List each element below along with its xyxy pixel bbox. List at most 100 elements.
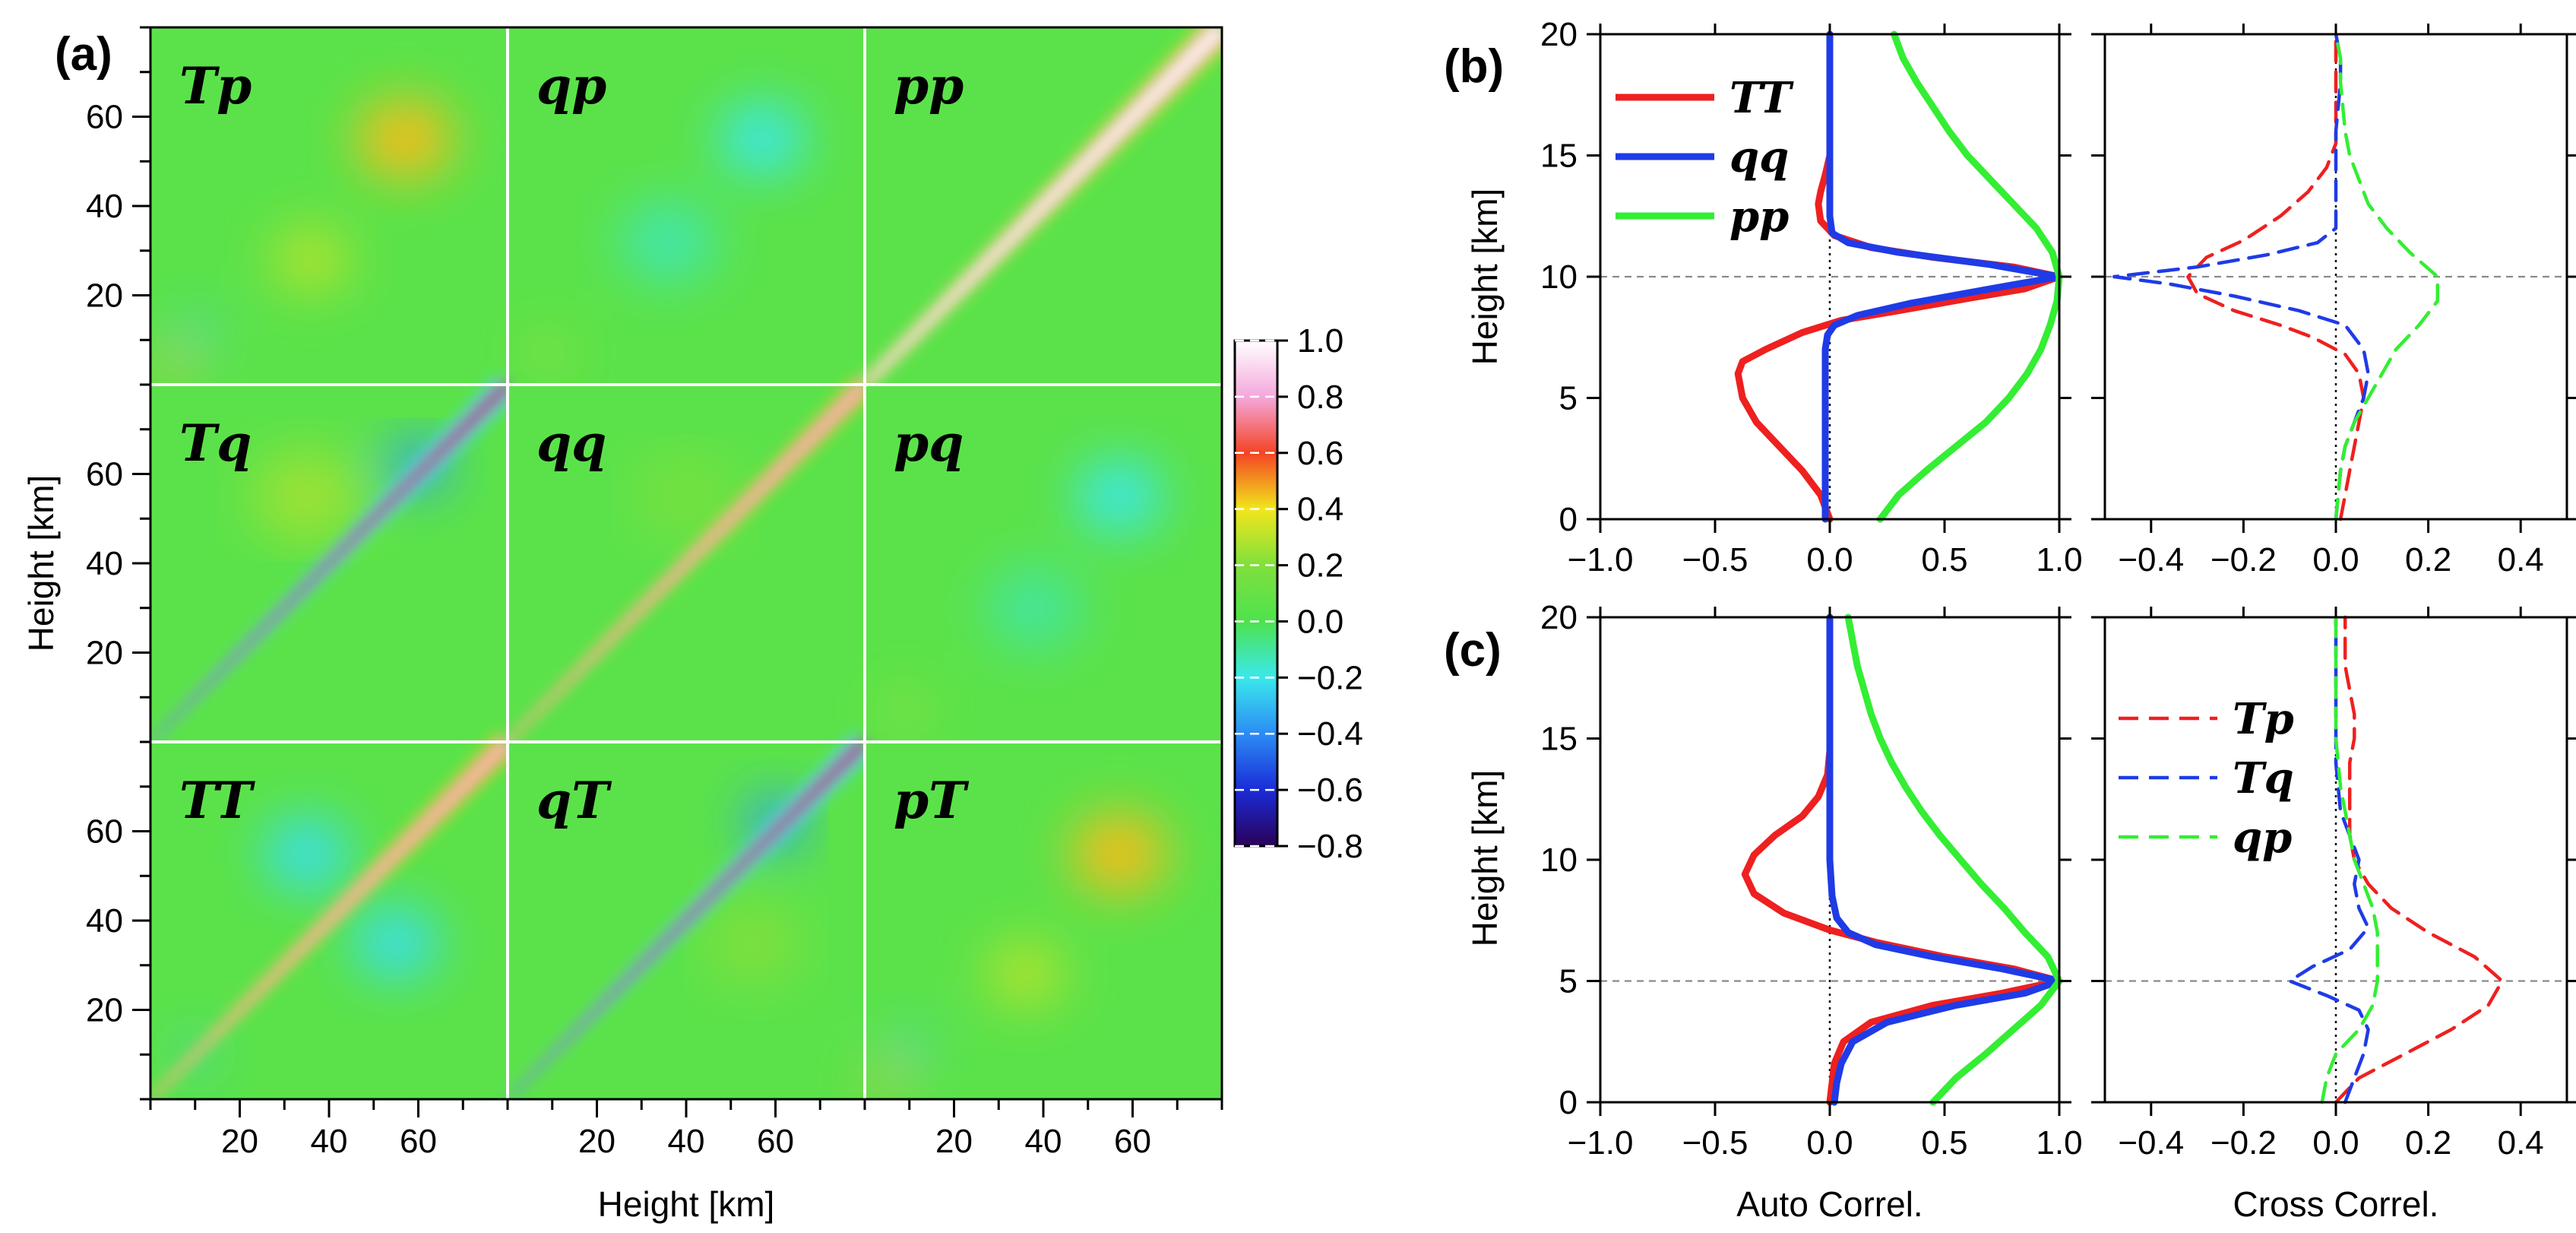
panel-c-ylabel: Height [km] — [1465, 770, 1505, 947]
colorbar-tick-label: 0.4 — [1297, 491, 1343, 528]
y-tick-label: 15 — [1540, 138, 1578, 175]
heatmap-cell-label-pp: pp — [894, 56, 964, 116]
series-line-pp — [1844, 613, 2063, 1106]
y-tick-label: 0 — [1559, 1084, 1578, 1121]
heatmap-x-tick-label: 20 — [221, 1123, 258, 1160]
legend-label-Tq: Tq — [2233, 753, 2294, 804]
panel-c-tag: (c) — [1444, 624, 1502, 677]
heatmap-cell-pq: pq — [865, 385, 1222, 742]
y-tick-label: 15 — [1540, 721, 1578, 758]
heatmap-x-tick-label: 40 — [311, 1123, 348, 1160]
x-tick-label: 0.4 — [2498, 1124, 2544, 1162]
x-tick-label: 0.0 — [1806, 1124, 1853, 1162]
y-tick-label: 0 — [1559, 501, 1578, 538]
panel-c-cross-xlabel: Cross Correl. — [2233, 1184, 2439, 1224]
legend-label-TT: TT — [1729, 73, 1795, 123]
x-tick-label: −0.4 — [2118, 541, 2184, 578]
series-line-qq — [1821, 30, 2063, 523]
heatmap-y-tick-label: 20 — [86, 277, 123, 315]
legend: Tp Tq qp — [2119, 694, 2294, 863]
heatmap-ticks: 20 40 60 20 40 60 20 40 60 20 40 60 20 40 60 20 40 60 — [86, 26, 1223, 1160]
heatmap-y-tick-label: 40 — [86, 188, 123, 225]
panel-c-auto-xlabel: Auto Correl. — [1736, 1184, 1923, 1224]
panel-a-ylabel: Height [km] — [21, 475, 61, 652]
y-tick-label: 5 — [1559, 380, 1578, 417]
heatmap-y-tick-label: 40 — [86, 545, 123, 582]
heatmap-cell-Tp: Tp — [150, 27, 508, 385]
heatmap-cell-label-Tq: Tq — [179, 414, 252, 473]
panel-b: (b) −1.0 −0.5 0.0 0.5 1.0 0 5 10 15 20 TT qq pp −0.4… — [1444, 16, 2576, 578]
colorbar-ramp — [1233, 339, 1279, 848]
heatmap-cell-qq: qq — [505, 376, 874, 744]
heatmap-cell-label-pq: pq — [894, 414, 964, 473]
y-tick-label: 10 — [1540, 842, 1578, 879]
heatmap-x-tick-label: 60 — [757, 1123, 794, 1160]
heatmap-cell-label-TT: TT — [179, 771, 256, 830]
series-line-qp — [2320, 615, 2379, 1105]
heatmap-cell-label-Tp: Tp — [179, 56, 252, 116]
y-tick-label: 10 — [1540, 258, 1578, 296]
x-tick-label: −0.5 — [1682, 1124, 1748, 1162]
colorbar-tick-label: −0.8 — [1297, 828, 1363, 865]
heatmap-x-tick-label: 60 — [1114, 1123, 1151, 1160]
heatmap-cell-label-pT: pT — [894, 771, 970, 830]
heatmap-y-tick-label: 20 — [86, 635, 123, 672]
heatmap-grid: Tp qp pp Tq qq pq TT qT pT — [150, 27, 1222, 1099]
heatmap-cell-label-qT: qT — [536, 771, 612, 830]
heatmap-cell-TT: TT — [150, 732, 517, 1099]
x-tick-label: −1.0 — [1568, 1124, 1634, 1162]
heatmap-x-tick-label: 40 — [1025, 1123, 1062, 1160]
heatmap-x-tick-label: 20 — [935, 1123, 973, 1160]
series-line-TT — [1734, 30, 2063, 523]
heatmap-cell-pp: pp — [860, 27, 1222, 389]
series-line-qp — [2334, 32, 2440, 521]
heatmap-y-tick-label: 20 — [86, 992, 123, 1029]
colorbar-tick-label: 0.8 — [1297, 379, 1343, 416]
series-line-Tq — [2287, 615, 2370, 1105]
heatmap-cell-pT: pT — [865, 742, 1222, 1099]
series-line-Tp — [2334, 615, 2505, 1105]
x-tick-label: 0.5 — [1921, 541, 1967, 578]
series-line-qq — [1826, 613, 2063, 1106]
heatmap-x-tick-label: 60 — [400, 1123, 437, 1160]
legend: TT qq pp — [1616, 73, 1795, 242]
heatmap-y-tick-label: 60 — [86, 813, 123, 851]
heatmap-cell-label-qq: qq — [536, 414, 606, 473]
x-tick-label: 0.2 — [2405, 541, 2451, 578]
legend-label-pp: pp — [1729, 192, 1789, 242]
colorbar-tick-label: 1.0 — [1297, 322, 1343, 360]
x-tick-label: 1.0 — [2036, 541, 2082, 578]
legend-label-Tp: Tp — [2233, 694, 2294, 744]
heatmap-cell-label-qp: qp — [536, 56, 606, 116]
panel-b-tag: (b) — [1444, 40, 1504, 93]
heatmap-cell-qT: qT — [505, 732, 875, 1099]
x-tick-label: 0.4 — [2498, 541, 2544, 578]
colorbar-tick-label: −0.6 — [1297, 772, 1363, 809]
legend-label-qq: qq — [1729, 132, 1789, 182]
heatmap-x-tick-label: 20 — [578, 1123, 616, 1160]
colorbar-tick-label: −0.4 — [1297, 715, 1363, 753]
x-tick-label: −0.5 — [1682, 541, 1748, 578]
x-tick-label: 0.5 — [1921, 1124, 1967, 1162]
colorbar-tick-label: −0.2 — [1297, 659, 1363, 696]
panel-b-cross-correlation: −0.4 −0.2 0.0 0.2 0.4 — [2091, 24, 2576, 578]
panel-a-tag: (a) — [55, 28, 112, 81]
colorbar: 1.0 0.8 0.6 0.4 0.2 0.0 −0.2 −0.4 −0.6 −0.8 — [1233, 322, 1363, 865]
colorbar-tick-label: 0.0 — [1297, 603, 1343, 640]
panel-b-auto-correlation: −1.0 −0.5 0.0 0.5 1.0 0 5 10 15 20 TT qq pp — [1540, 16, 2083, 578]
heatmap-cell-qp: qp — [508, 27, 865, 385]
panel-a: (a) Tp qp pp Tq qq pq TT qT pT 20 40 60 20 40 60 20 40 6… — [21, 26, 1363, 1224]
panel-a-xlabel: Height [km] — [598, 1184, 775, 1224]
x-tick-label: −0.2 — [2210, 541, 2277, 578]
heatmap-cell-Tq: Tq — [150, 375, 517, 744]
legend-label-qp: qp — [2233, 813, 2292, 863]
x-tick-label: −0.4 — [2118, 1124, 2184, 1162]
y-tick-label: 5 — [1559, 963, 1578, 1000]
x-tick-label: 0.0 — [2312, 541, 2359, 578]
colorbar-tick-label: 0.6 — [1297, 435, 1343, 472]
x-tick-label: 0.2 — [2405, 1124, 2451, 1162]
colorbar-tick-label: 0.2 — [1297, 547, 1343, 585]
x-tick-label: 0.0 — [1806, 541, 1853, 578]
x-tick-label: −0.2 — [2210, 1124, 2277, 1162]
x-tick-label: 0.0 — [2312, 1124, 2359, 1162]
